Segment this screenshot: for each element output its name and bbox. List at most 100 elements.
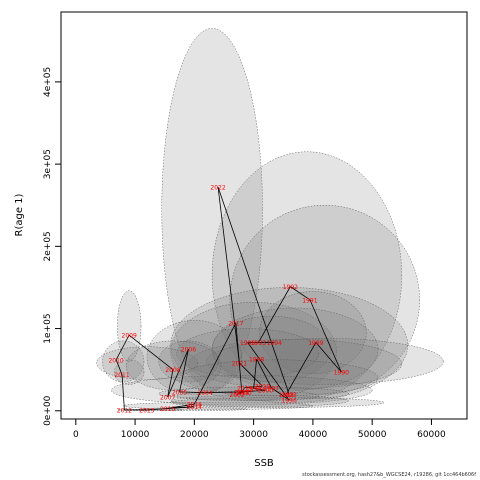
segment-2019-2020	[244, 385, 263, 389]
confidence-ellipse-16	[114, 359, 145, 385]
point-label-2017: 2017	[228, 320, 243, 327]
x-tick-label-30000: 30000	[239, 430, 268, 440]
point-label-1997: 1997	[264, 385, 279, 392]
x-tick-label-20000: 20000	[180, 430, 209, 440]
confidence-ellipse-27	[170, 394, 349, 407]
point-label-2011: 2011	[114, 372, 129, 379]
point-label-1994: 1994	[267, 340, 282, 347]
point-label-2022: 2022	[210, 185, 225, 192]
segment-2020-2021	[239, 362, 263, 387]
segment-1995-1996	[247, 342, 290, 401]
point-label-2006: 2006	[181, 347, 196, 354]
y-tick-label-0: 0e+00	[43, 395, 53, 426]
point-label-2012: 2012	[117, 407, 132, 414]
x-tick-label-60000: 60000	[417, 430, 446, 440]
point-label-2005: 2005	[172, 389, 187, 396]
point-label-1989: 1989	[308, 340, 323, 347]
segment-2003-2004	[205, 391, 245, 394]
segment-2006-2007	[167, 348, 189, 397]
point-label-2003: 2003	[237, 389, 252, 396]
point-label-2016: 2016	[187, 402, 202, 409]
point-label-2015: 2015	[160, 406, 175, 413]
point-label-1993: 1993	[251, 340, 266, 347]
point-label-2007: 2007	[160, 394, 175, 401]
x-tick-label-40000: 40000	[299, 430, 328, 440]
segment-2009-2010	[115, 334, 130, 360]
segment-1992-1993	[258, 286, 291, 343]
confidence-ellipse-11	[176, 328, 320, 379]
x-axis-label: SSB	[254, 458, 274, 469]
ellipses-layer	[96, 28, 444, 411]
footer-source: stockassessment.org, hash27&b_WGCSE24, r…	[302, 472, 476, 478]
confidence-ellipse-8	[259, 291, 367, 375]
segment-1996-1997	[271, 387, 290, 401]
point-label-1996: 1996	[282, 398, 297, 405]
point-label-1995: 1995	[240, 340, 255, 347]
segment-1998-1999	[253, 358, 257, 389]
point-label-2008: 2008	[165, 367, 180, 374]
segment-2014-2015	[167, 406, 195, 409]
segment-2011-2012	[121, 374, 125, 410]
segment-2022-2023	[217, 187, 290, 395]
confidence-ellipse-4	[170, 287, 408, 403]
y-axis-label: R(age 1)	[14, 193, 25, 236]
segment-2007-2008	[167, 369, 174, 397]
point-label-1991: 1991	[302, 297, 317, 304]
point-label-2009: 2009	[122, 333, 137, 340]
point-label-2010: 2010	[108, 357, 123, 364]
segment-1991-1992	[290, 286, 311, 301]
segment-2016-2017	[194, 322, 237, 405]
confidence-ellipse-28	[170, 397, 385, 408]
confidence-ellipse-21	[158, 386, 349, 401]
y-tick-label-100000: 1e+05	[43, 313, 53, 343]
segment-1999-2000	[253, 388, 266, 391]
segment-1997-1998	[256, 358, 272, 388]
y-tick-label-400000: 4e+05	[43, 67, 53, 97]
y-tick-label-300000: 3e+05	[43, 149, 53, 179]
point-label-2014: 2014	[187, 404, 202, 411]
confidence-ellipse-18	[125, 340, 222, 391]
point-label-1988: 1988	[279, 392, 294, 399]
confidence-ellipse-17	[96, 346, 198, 380]
point-label-2023: 2023	[282, 392, 297, 399]
point-label-2018: 2018	[234, 389, 249, 396]
segment-2004-2005	[179, 391, 206, 394]
confidence-ellipse-13	[158, 340, 219, 383]
point-label-2021: 2021	[232, 361, 247, 368]
segment-2008-2009	[128, 334, 174, 370]
segment-2010-2011	[115, 359, 123, 375]
y-axis: 0e+00 1e+05 2e+05 3e+05 4e+05	[43, 67, 62, 426]
x-axis: 0 10000 20000 30000 40000 50000 60000	[73, 418, 446, 440]
x-tick-label-10000: 10000	[121, 430, 150, 440]
x-tick-label-50000: 50000	[358, 430, 387, 440]
year-labels: 1988 1989 1990 1991 1992 1993 1994 1995 19961997…	[108, 185, 349, 415]
segment-2000-2001	[241, 389, 266, 393]
point-label-2002: 2002	[229, 392, 244, 399]
confidence-ellipse-2	[211, 151, 403, 399]
point-label-2004: 2004	[197, 390, 212, 397]
confidence-ellipse-10	[205, 338, 444, 385]
confidence-ellipse-5	[170, 301, 337, 402]
point-label-2013: 2013	[139, 407, 154, 414]
y-tick-label-200000: 2e+05	[43, 231, 53, 261]
point-label-2019: 2019	[237, 385, 252, 392]
confidence-ellipse-1	[161, 28, 263, 391]
point-label-2001: 2001	[234, 389, 249, 396]
point-label-1992: 1992	[283, 284, 298, 291]
segment-2021-2022	[217, 187, 240, 364]
point-label-2000: 2000	[258, 388, 273, 395]
segment-2018-2019	[241, 387, 246, 393]
segment-1988-1989	[285, 342, 317, 395]
segment-1989-1990	[315, 342, 342, 373]
segment-2015-2016	[167, 403, 195, 409]
segment-2005-2006	[179, 349, 189, 392]
trajectory-lines	[115, 187, 342, 411]
point-label-1999: 1999	[246, 386, 261, 393]
x-tick-label-0: 0	[73, 430, 79, 440]
segment-1990-1991	[309, 299, 342, 373]
confidence-ellipse-14	[117, 290, 142, 362]
point-label-1998: 1998	[249, 356, 264, 363]
point-label-2020: 2020	[255, 384, 270, 391]
confidence-ellipse-6	[211, 307, 379, 391]
